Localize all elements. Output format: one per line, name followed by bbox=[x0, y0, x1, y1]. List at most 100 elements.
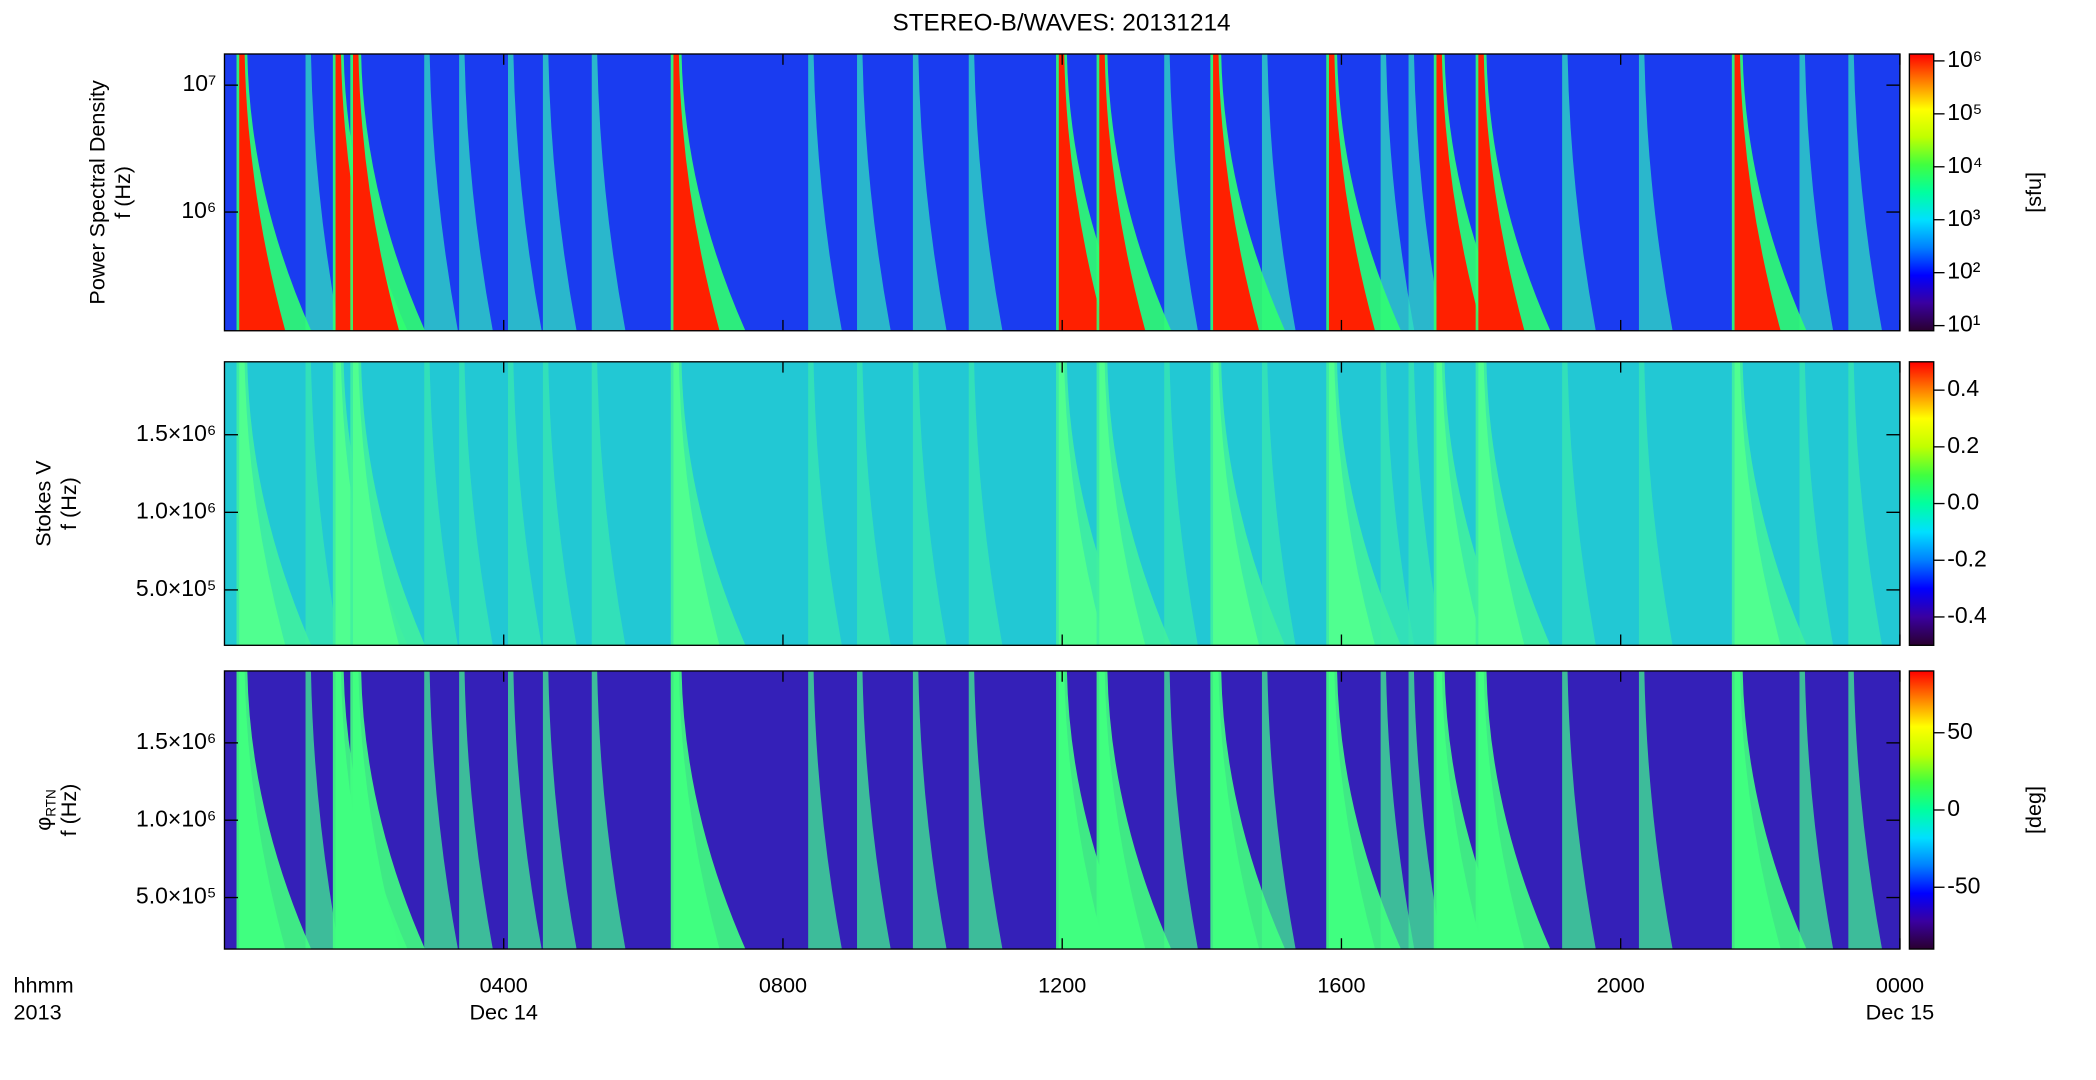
burst bbox=[542, 670, 577, 950]
colorbar-tick-label: 10⁵ bbox=[1947, 99, 1982, 125]
burst bbox=[1436, 54, 1483, 331]
colorbar bbox=[1908, 670, 1935, 950]
burst bbox=[968, 670, 1003, 950]
colorbar-tick-label: 10² bbox=[1947, 258, 1981, 284]
burst bbox=[591, 670, 626, 950]
burst bbox=[239, 670, 286, 950]
burst bbox=[305, 670, 340, 950]
burst bbox=[1638, 670, 1673, 950]
burst bbox=[424, 54, 458, 331]
y-tick-label: 1.5×10⁶ bbox=[136, 420, 216, 446]
burst bbox=[591, 54, 626, 331]
burst bbox=[1848, 361, 1883, 646]
y-axis-label: Stokes V bbox=[30, 460, 55, 547]
burst bbox=[1380, 361, 1415, 646]
burst bbox=[808, 361, 842, 646]
burst bbox=[1328, 670, 1376, 950]
x-date-label: Dec 14 bbox=[469, 1000, 538, 1025]
burst bbox=[1478, 54, 1525, 331]
burst bbox=[1328, 54, 1376, 331]
burst bbox=[1380, 54, 1415, 331]
burst bbox=[1261, 361, 1296, 646]
burst bbox=[305, 361, 340, 646]
burst bbox=[335, 670, 382, 950]
panel-plot bbox=[236, 670, 1883, 950]
y-tick-label: 10⁷ bbox=[182, 70, 216, 96]
burst bbox=[1436, 361, 1483, 646]
burst bbox=[1164, 670, 1198, 950]
burst bbox=[1164, 54, 1198, 331]
burst bbox=[591, 361, 626, 646]
burst bbox=[673, 670, 720, 950]
burst bbox=[673, 54, 720, 331]
x-tick-label: 0400 bbox=[480, 973, 528, 998]
burst bbox=[1799, 361, 1834, 646]
burst bbox=[353, 361, 400, 646]
burst bbox=[1734, 670, 1781, 950]
colorbar-tick-label: 10⁶ bbox=[1947, 46, 1982, 72]
panel-plot bbox=[236, 54, 1883, 331]
burst bbox=[1058, 670, 1105, 950]
burst bbox=[1099, 670, 1146, 950]
burst bbox=[1562, 670, 1596, 950]
y-tick-label: 1.0×10⁶ bbox=[136, 805, 216, 831]
burst bbox=[808, 54, 842, 331]
burst bbox=[459, 670, 493, 950]
y-axis-label: f (Hz) bbox=[56, 477, 81, 530]
burst bbox=[857, 361, 891, 646]
burst bbox=[459, 361, 493, 646]
burst bbox=[542, 54, 577, 331]
x-tick-label: 1200 bbox=[1038, 973, 1086, 998]
colorbar-label: [sfu] bbox=[2021, 172, 2046, 213]
burst bbox=[968, 54, 1003, 331]
burst bbox=[459, 54, 493, 331]
burst bbox=[353, 54, 400, 331]
burst bbox=[1848, 54, 1883, 331]
burst bbox=[305, 54, 340, 331]
colorbar-tick-label: -50 bbox=[1947, 872, 1980, 898]
burst bbox=[1164, 361, 1198, 646]
burst bbox=[1261, 54, 1296, 331]
title: STEREO-B/WAVES: 20131214 bbox=[892, 10, 1230, 37]
y-tick-label: 5.0×10⁵ bbox=[136, 575, 216, 601]
panel-plot bbox=[236, 361, 1883, 646]
colorbar-tick-label: -0.2 bbox=[1947, 545, 1987, 571]
colorbar-label: [deg] bbox=[2021, 786, 2046, 834]
burst bbox=[912, 54, 947, 331]
colorbar-tick-label: 10³ bbox=[1947, 205, 1981, 231]
burst bbox=[968, 361, 1003, 646]
x-tick-label: 0000 bbox=[1876, 973, 1924, 998]
colorbar-tick-label: 0.4 bbox=[1947, 375, 1979, 401]
y-tick-label: 1.0×10⁶ bbox=[136, 497, 216, 523]
burst bbox=[1213, 670, 1260, 950]
burst bbox=[353, 670, 400, 950]
burst bbox=[1328, 361, 1376, 646]
burst bbox=[239, 54, 286, 331]
burst bbox=[1213, 54, 1260, 331]
burst bbox=[1408, 670, 1443, 950]
burst bbox=[857, 54, 891, 331]
colorbar-tick-label: -0.4 bbox=[1947, 602, 1987, 628]
y-axis-label-sub: RTN bbox=[43, 789, 58, 816]
burst bbox=[1408, 54, 1443, 331]
burst bbox=[542, 361, 577, 646]
burst bbox=[507, 54, 542, 331]
colorbar bbox=[1908, 361, 1935, 646]
burst bbox=[1058, 361, 1105, 646]
burst bbox=[857, 670, 891, 950]
burst bbox=[1099, 361, 1146, 646]
burst bbox=[1478, 361, 1525, 646]
burst bbox=[1436, 670, 1483, 950]
burst bbox=[1562, 54, 1596, 331]
y-tick-label: 5.0×10⁵ bbox=[136, 883, 216, 909]
burst bbox=[335, 54, 382, 331]
x-date-label: Dec 15 bbox=[1866, 1000, 1935, 1025]
burst bbox=[808, 670, 842, 950]
burst bbox=[1638, 361, 1673, 646]
burst bbox=[1099, 54, 1146, 331]
burst bbox=[335, 361, 382, 646]
burst bbox=[424, 361, 458, 646]
burst bbox=[507, 670, 542, 950]
colorbar-tick-label: 0.0 bbox=[1947, 489, 1979, 515]
